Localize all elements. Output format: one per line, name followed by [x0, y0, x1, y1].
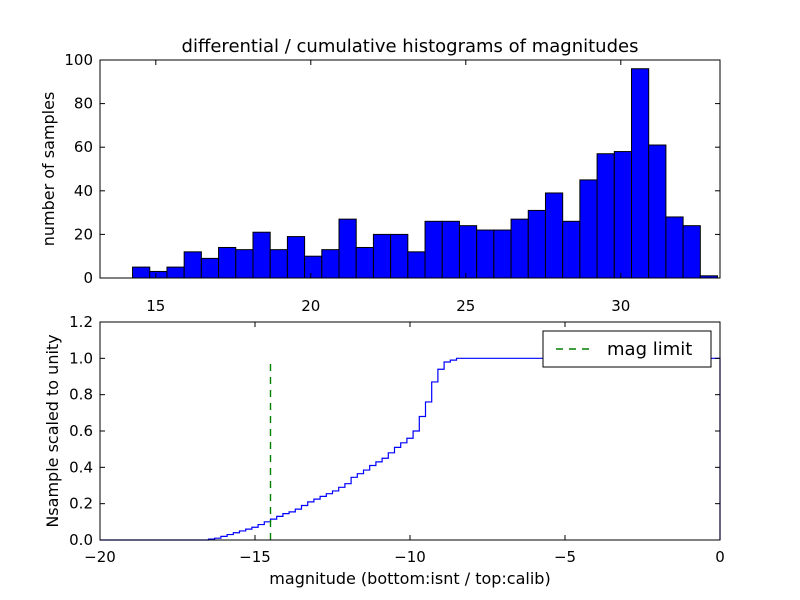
bottom-ytick-label: 1.0	[69, 349, 93, 367]
bottom-ytick-label: 1.2	[69, 313, 93, 331]
bottom-xtick-label: −15	[239, 548, 271, 566]
bottom-ytick-label: 0.6	[69, 422, 93, 440]
histogram-bar	[613, 151, 632, 279]
histogram-bar	[132, 266, 151, 279]
bottom-xtick-label: −5	[554, 548, 576, 566]
legend: mag limit	[542, 330, 712, 368]
top-ylabel: number of samples	[39, 92, 58, 247]
top-ytick-label: 100	[64, 51, 93, 69]
histogram-bar	[338, 218, 357, 279]
bottom-cumulative-axes: −20 −15 −10 −5 0 0.0 0.2 0.4 0.6 0.8 1.0 1.2 magnit…	[43, 313, 725, 588]
chart-title: differential / cumulative histograms of …	[182, 36, 639, 57]
top-ytick-label: 0	[83, 269, 93, 287]
histogram-bar	[596, 153, 615, 279]
bottom-ticks: −20 −15 −10 −5 0 0.0 0.2 0.4 0.6 0.8 1.0 1.2	[69, 313, 725, 566]
histogram-bar	[407, 251, 426, 279]
histogram-bar	[218, 246, 237, 279]
bottom-xtick-label: 0	[715, 548, 725, 566]
histogram-bar	[510, 218, 529, 279]
bottom-axes-frame	[99, 321, 721, 541]
histogram-bar	[476, 229, 495, 279]
histogram-bar	[527, 209, 546, 279]
bottom-ylabel: Nsample scaled to unity	[43, 334, 62, 527]
bottom-ytick-label: 0.4	[69, 458, 93, 476]
histogram-bar	[493, 229, 512, 279]
histogram-bar	[269, 249, 288, 279]
histogram-bar	[648, 144, 667, 279]
bottom-xtick-label: −20	[84, 548, 116, 566]
histogram-bar	[304, 255, 323, 279]
histogram-bar	[355, 246, 374, 279]
histogram-bar	[321, 249, 340, 279]
histogram-bar	[682, 225, 701, 279]
bottom-ytick-label: 0.0	[69, 531, 93, 549]
histogram-bar	[149, 270, 168, 279]
top-ytick-label: 20	[74, 225, 93, 243]
top-histogram-axes: 15 20 25 30 0 20 40 60 80 100 number of samples	[39, 51, 721, 315]
histogram-bar	[372, 233, 392, 279]
top-ticks: 15 20 25 30 0 20 40 60 80 100	[64, 51, 720, 315]
bottom-xtick-label: −10	[394, 548, 426, 566]
histogram-bar	[235, 249, 254, 279]
histogram-bar	[544, 192, 564, 279]
histogram-bar	[286, 236, 306, 279]
histogram-bar	[665, 216, 684, 279]
top-xtick-label: 25	[456, 297, 475, 315]
histogram-bar	[579, 179, 598, 279]
bottom-xlabel: magnitude (bottom:isnt / top:calib)	[269, 569, 550, 588]
top-axes-frame	[99, 59, 721, 279]
histogram-bar	[630, 68, 650, 279]
histogram-bar	[562, 220, 581, 279]
top-xtick-label: 15	[146, 297, 165, 315]
top-bars	[132, 68, 719, 279]
cumulative-step-line	[100, 357, 721, 541]
top-xtick-label: 20	[301, 297, 320, 315]
bottom-ytick-label: 0.8	[69, 386, 93, 404]
legend-mag-limit-label: mag limit	[607, 339, 692, 360]
top-ytick-label: 80	[74, 95, 93, 113]
histogram-bar	[166, 266, 185, 279]
histogram-bar	[441, 220, 460, 279]
top-ytick-label: 60	[74, 138, 93, 156]
histogram-bar	[458, 225, 478, 279]
top-xtick-label: 30	[611, 297, 630, 315]
histogram-bar	[424, 220, 443, 279]
histogram-bar	[183, 251, 202, 279]
bottom-lines	[100, 357, 721, 541]
histogram-bar	[200, 257, 220, 279]
histogram-bar	[252, 231, 271, 279]
top-ytick-label: 40	[74, 182, 93, 200]
bottom-ytick-label: 0.2	[69, 495, 93, 513]
histogram-bar	[390, 233, 409, 279]
